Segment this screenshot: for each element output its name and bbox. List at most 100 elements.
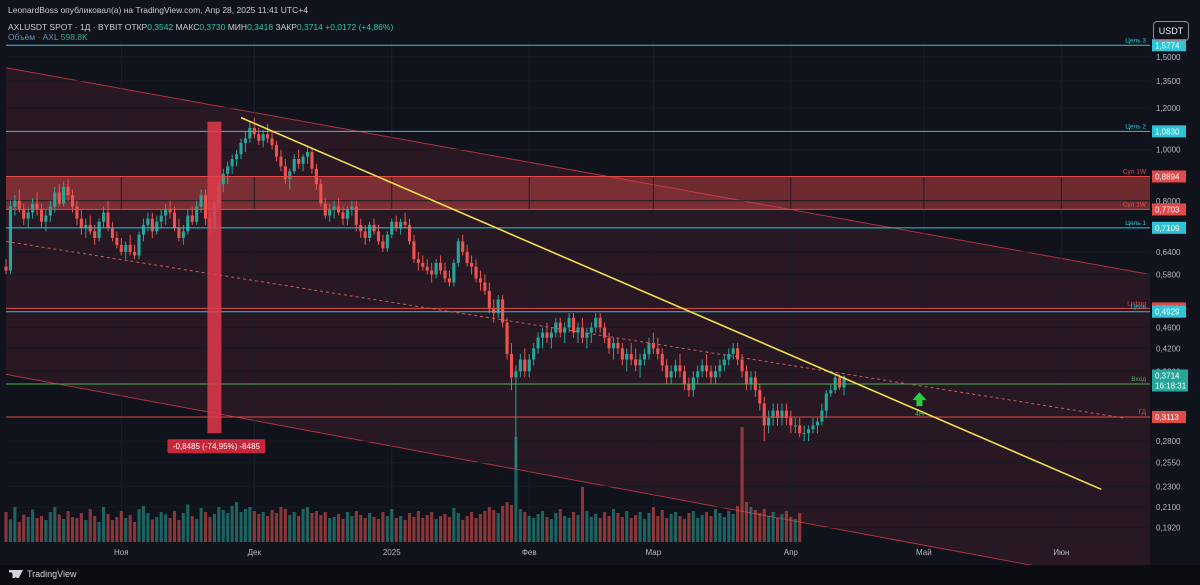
candle-body[interactable] <box>261 134 265 141</box>
candle-body[interactable] <box>452 262 456 283</box>
candle-body[interactable] <box>172 212 177 229</box>
candle-body[interactable] <box>594 317 598 328</box>
candle-body[interactable] <box>718 365 722 372</box>
candle-body[interactable] <box>558 322 562 333</box>
tradingview-logo[interactable]: TradingView <box>9 569 77 579</box>
candle-body[interactable] <box>572 317 576 333</box>
candle-body[interactable] <box>141 224 146 235</box>
candle-body[interactable] <box>789 417 793 426</box>
candle-body[interactable] <box>603 327 607 338</box>
candle-body[interactable] <box>181 231 185 238</box>
candle-body[interactable] <box>842 376 846 388</box>
candle-body[interactable] <box>350 206 354 210</box>
candle-body[interactable] <box>155 221 159 232</box>
candle-body[interactable] <box>554 322 558 333</box>
candle-body[interactable] <box>731 348 735 354</box>
candle-body[interactable] <box>110 228 114 238</box>
candle-body[interactable] <box>771 410 775 418</box>
candle-body[interactable] <box>509 353 514 378</box>
candle-body[interactable] <box>709 371 713 378</box>
candle-body[interactable] <box>407 224 412 242</box>
candle-body[interactable] <box>137 234 141 256</box>
candle-body[interactable] <box>97 221 101 238</box>
candle-body[interactable] <box>190 215 194 222</box>
candle-body[interactable] <box>168 209 172 213</box>
candle-body[interactable] <box>514 371 518 378</box>
candle-body[interactable] <box>93 231 97 238</box>
candle-body[interactable] <box>820 410 824 422</box>
candle-body[interactable] <box>35 203 39 210</box>
candle-body[interactable] <box>598 317 602 328</box>
candle-body[interactable] <box>301 156 305 164</box>
candle-body[interactable] <box>576 327 580 333</box>
candle-body[interactable] <box>39 209 44 222</box>
candle-body[interactable] <box>567 317 571 328</box>
currency-button[interactable]: USDT <box>1153 21 1189 41</box>
candle-body[interactable] <box>53 192 57 207</box>
candle-body[interactable] <box>221 173 225 185</box>
candle-body[interactable] <box>784 410 788 418</box>
candle-body[interactable] <box>443 270 447 279</box>
candle-body[interactable] <box>399 221 403 229</box>
candle-body[interactable] <box>203 195 208 219</box>
candle-body[interactable] <box>345 209 349 219</box>
candle-body[interactable] <box>226 166 230 174</box>
candle-body[interactable] <box>465 251 469 263</box>
candle-body[interactable] <box>625 353 629 360</box>
candle-body[interactable] <box>545 332 549 338</box>
candle-body[interactable] <box>62 186 66 204</box>
candle-body[interactable] <box>682 371 686 384</box>
candle-body[interactable] <box>829 390 833 394</box>
candle-body[interactable] <box>811 425 815 430</box>
candle-body[interactable] <box>75 206 79 219</box>
candle-body[interactable] <box>461 241 465 252</box>
candle-body[interactable] <box>447 278 451 283</box>
candle-body[interactable] <box>4 266 8 271</box>
candle-body[interactable] <box>257 134 261 141</box>
candle-body[interactable] <box>186 215 190 232</box>
candle-body[interactable] <box>798 425 802 434</box>
candle-body[interactable] <box>634 359 638 366</box>
candle-body[interactable] <box>195 206 199 222</box>
candle-body[interactable] <box>616 342 620 349</box>
candle-body[interactable] <box>70 195 75 207</box>
candle-body[interactable] <box>665 365 669 378</box>
candle-body[interactable] <box>740 359 744 372</box>
candle-body[interactable] <box>793 425 797 427</box>
candle-body[interactable] <box>478 278 483 283</box>
candle-body[interactable] <box>487 290 491 309</box>
candle-body[interactable] <box>775 410 780 418</box>
symbol-label[interactable]: AXLUSDT SPOT · 1Д · BYBIT <box>8 22 123 32</box>
candle-body[interactable] <box>159 215 163 222</box>
candle-body[interactable] <box>288 171 292 179</box>
candle-body[interactable] <box>164 209 168 216</box>
candle-body[interactable] <box>705 365 709 372</box>
candle-body[interactable] <box>239 142 243 155</box>
candle-body[interactable] <box>48 206 52 216</box>
candle-body[interactable] <box>354 206 358 225</box>
candle-body[interactable] <box>133 251 137 256</box>
candle-body[interactable] <box>523 359 527 372</box>
candle-body[interactable] <box>483 282 487 291</box>
candle-body[interactable] <box>26 212 30 219</box>
candle-body[interactable] <box>283 166 287 179</box>
candle-body[interactable] <box>492 308 496 314</box>
candle-body[interactable] <box>656 348 660 354</box>
candle-body[interactable] <box>647 342 651 354</box>
candle-body[interactable] <box>8 206 12 271</box>
candle-body[interactable] <box>17 200 21 210</box>
candle-body[interactable] <box>44 215 48 222</box>
candle-body[interactable] <box>669 371 673 378</box>
candle-body[interactable] <box>150 218 154 232</box>
candle-body[interactable] <box>687 383 691 391</box>
candle-body[interactable] <box>305 151 310 157</box>
candle-body[interactable] <box>438 262 443 271</box>
candle-body[interactable] <box>119 244 123 252</box>
candle-body[interactable] <box>642 353 647 360</box>
candle-body[interactable] <box>696 371 700 378</box>
candle-body[interactable] <box>722 359 726 366</box>
candle-body[interactable] <box>470 262 474 267</box>
candle-body[interactable] <box>368 224 372 238</box>
candle-body[interactable] <box>678 365 682 372</box>
